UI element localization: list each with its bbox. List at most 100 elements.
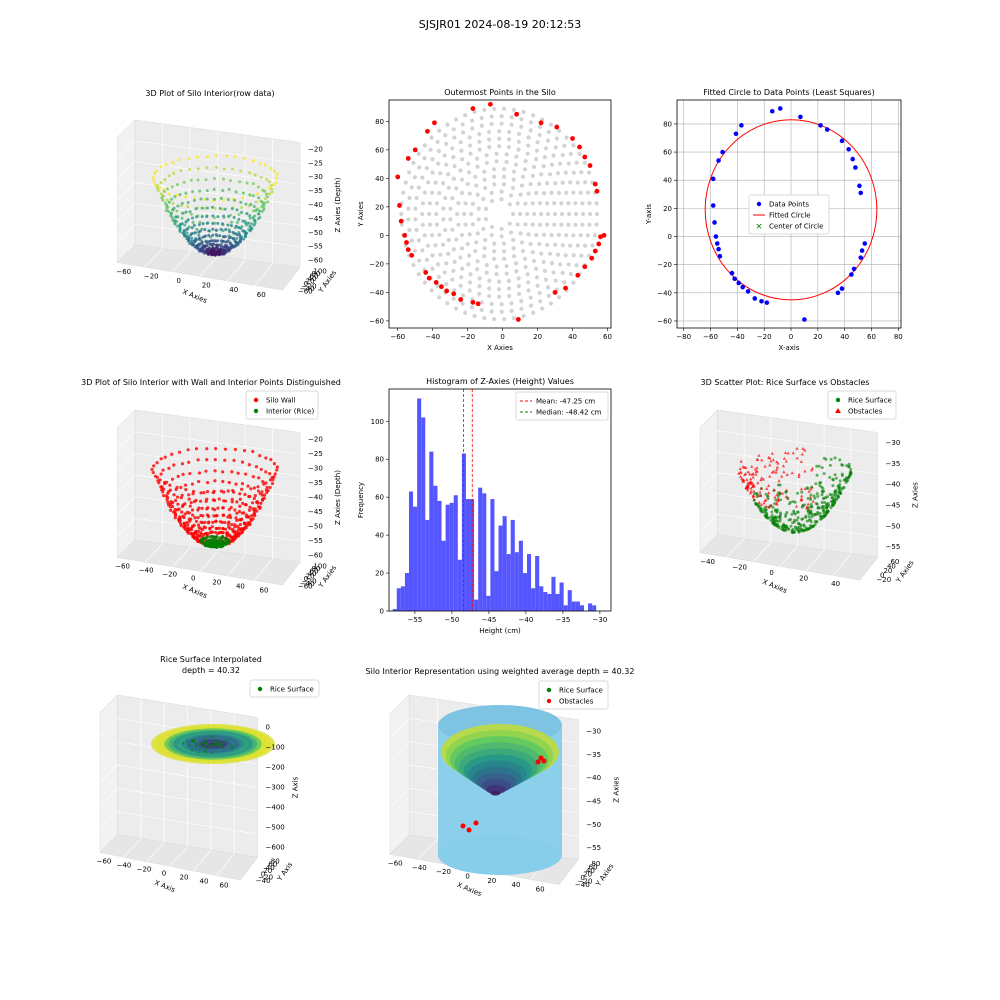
- z-tick-label: −55: [308, 537, 323, 545]
- data-point: [189, 517, 193, 521]
- data-point: [208, 527, 212, 531]
- interior-point: [459, 190, 465, 196]
- data-point: [197, 236, 201, 240]
- outer-point: [425, 128, 430, 134]
- rice-point: [820, 466, 824, 470]
- data-point: [235, 208, 239, 212]
- data-point: [241, 196, 245, 200]
- data-point: [201, 514, 205, 518]
- interior-point: [477, 131, 482, 137]
- data-point: [153, 172, 157, 176]
- interior-point: [459, 148, 464, 153]
- x-tick-label: 0: [465, 873, 469, 881]
- data-point: [190, 241, 194, 245]
- data-point: [258, 454, 262, 458]
- data-point: [159, 165, 163, 169]
- z-tick-label: −50: [586, 821, 601, 829]
- rice-point: [792, 520, 796, 524]
- data-point: [205, 458, 209, 462]
- pane-grid: [123, 838, 142, 858]
- interior-point: [548, 122, 554, 127]
- pane-grid: [699, 451, 718, 470]
- rice-point: [808, 524, 812, 528]
- rice-point: [770, 510, 774, 514]
- interior-point: [514, 269, 519, 274]
- y-tick-label: 40: [586, 867, 595, 875]
- interior-point: [514, 154, 519, 159]
- data-point: [818, 123, 823, 128]
- data-point: [272, 169, 276, 173]
- data-point: [265, 195, 269, 199]
- interior-point: [516, 147, 521, 152]
- obstacle-point: [804, 506, 809, 510]
- interior-point: [450, 277, 455, 282]
- x-axis-label: X Axis: [153, 879, 176, 895]
- interior-point: [566, 222, 571, 227]
- pane-grid: [389, 788, 410, 808]
- data-point: [199, 520, 203, 524]
- interior-point: [484, 270, 489, 275]
- data-point: [222, 214, 226, 218]
- data-point: [173, 513, 178, 517]
- pane-grid: [117, 223, 136, 242]
- obstacle-point: [748, 491, 753, 495]
- data-point: [203, 526, 208, 530]
- data-point: [246, 221, 250, 225]
- pane-grid: [717, 430, 878, 454]
- obstacle-point: [535, 759, 541, 765]
- data-point: [250, 513, 254, 518]
- rice-point: [836, 493, 840, 497]
- interior-point: [492, 174, 497, 179]
- data-point: [249, 222, 253, 226]
- interior-point: [428, 147, 433, 152]
- data-point: [214, 228, 218, 232]
- interior-point: [582, 160, 587, 165]
- data-point: [231, 167, 235, 171]
- data-point: [155, 475, 159, 479]
- data-point: [263, 197, 267, 201]
- interior-point: [556, 190, 562, 196]
- interior-point: [468, 151, 473, 156]
- data-point: [191, 492, 195, 496]
- histogram-bar: [437, 500, 442, 611]
- interior-point: [586, 170, 592, 175]
- x-tick-label: −60: [390, 333, 405, 341]
- interior-point: [414, 195, 419, 201]
- data-point: [198, 229, 202, 233]
- interior-point: [499, 234, 504, 239]
- data-point: [270, 187, 274, 191]
- interior-point: [453, 117, 459, 122]
- obstacle-point: [749, 486, 753, 490]
- interior-point: [482, 254, 487, 259]
- interior-point: [416, 238, 421, 243]
- data-point: [214, 538, 218, 542]
- interior-point: [430, 266, 435, 271]
- interior-point: [558, 161, 563, 166]
- x-axis-label: X-axis: [779, 344, 800, 352]
- rice-point: [194, 742, 197, 745]
- data-point: [259, 501, 263, 505]
- outer-point: [432, 120, 437, 126]
- interior-point: [440, 242, 446, 247]
- data-point: [196, 178, 200, 182]
- data-point: [267, 180, 271, 184]
- interior-point: [427, 222, 433, 227]
- x-tick-label: 20: [799, 575, 808, 583]
- interior-point: [592, 233, 598, 238]
- interior-point: [444, 261, 449, 266]
- data-point: [224, 228, 228, 232]
- data-point: [257, 209, 261, 213]
- data-point: [171, 501, 175, 505]
- interior-point: [549, 162, 555, 167]
- obstacle-point: [759, 486, 764, 490]
- interior-point: [499, 197, 504, 202]
- chart-title: 3D Plot of Silo Interior with Wall and I…: [81, 378, 341, 387]
- x-tick-label: 20: [487, 877, 496, 885]
- data-point: [197, 479, 201, 484]
- data-point: [269, 183, 273, 187]
- data-point: [263, 493, 267, 497]
- fitted-circle: [704, 119, 878, 301]
- data-point: [252, 159, 256, 163]
- data-point: [274, 181, 278, 185]
- x-tick-label: 60: [257, 291, 266, 299]
